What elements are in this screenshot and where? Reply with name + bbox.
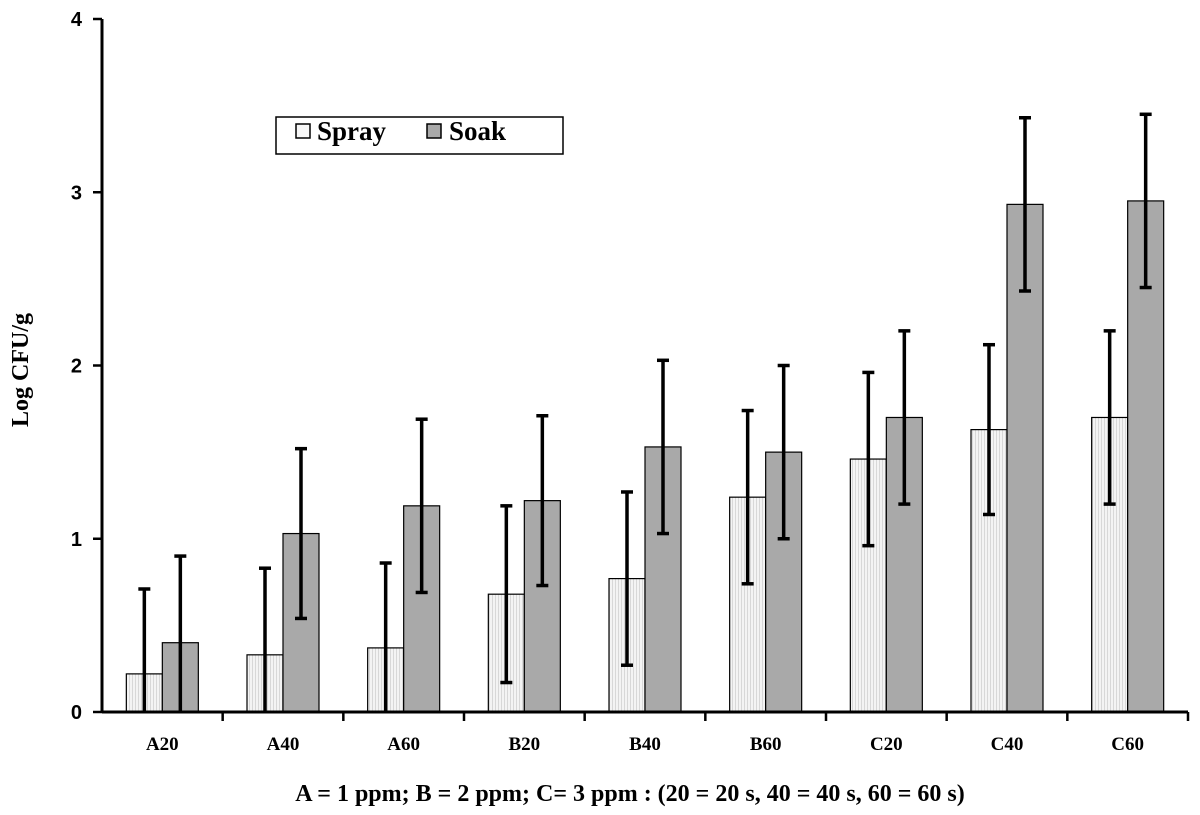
x-tick-label: C40 bbox=[991, 734, 1024, 755]
y-tick-label: 1 bbox=[71, 529, 82, 551]
legend-label-soak: Soak bbox=[449, 116, 506, 146]
x-tick-label: A60 bbox=[387, 734, 420, 755]
y-tick-label: 0 bbox=[71, 702, 82, 724]
bar-soak-C20 bbox=[885, 416, 923, 713]
y-tick-label: 2 bbox=[71, 356, 82, 378]
x-axis-title: A = 1 ppm; B = 2 ppm; C= 3 ppm : (20 = 2… bbox=[295, 781, 964, 807]
x-tick-label: C60 bbox=[1111, 734, 1144, 755]
legend: Spray Soak bbox=[275, 116, 564, 155]
x-tick-label: B60 bbox=[750, 734, 782, 755]
legend-box bbox=[275, 116, 564, 155]
legend-label-spray: Spray bbox=[317, 116, 387, 146]
y-tick-label: 4 bbox=[71, 9, 83, 31]
plot-area: A20 A40 A60 B20 B40 B60 C20 C40 C60 0 1 2 3 4 bbox=[71, 9, 1190, 755]
x-tick-label: A40 bbox=[267, 734, 300, 755]
legend-swatch-soak bbox=[426, 123, 442, 139]
x-tick-label: B20 bbox=[508, 734, 540, 755]
x-tick-label: B40 bbox=[629, 734, 661, 755]
legend-swatch-spray bbox=[295, 123, 311, 139]
x-tick-label: A20 bbox=[146, 734, 179, 755]
y-tick-label: 3 bbox=[71, 182, 82, 204]
x-tick-label: C20 bbox=[870, 734, 903, 755]
y-axis-title: Log CFU/g bbox=[8, 313, 34, 427]
bar-spray-B60 bbox=[729, 496, 767, 713]
